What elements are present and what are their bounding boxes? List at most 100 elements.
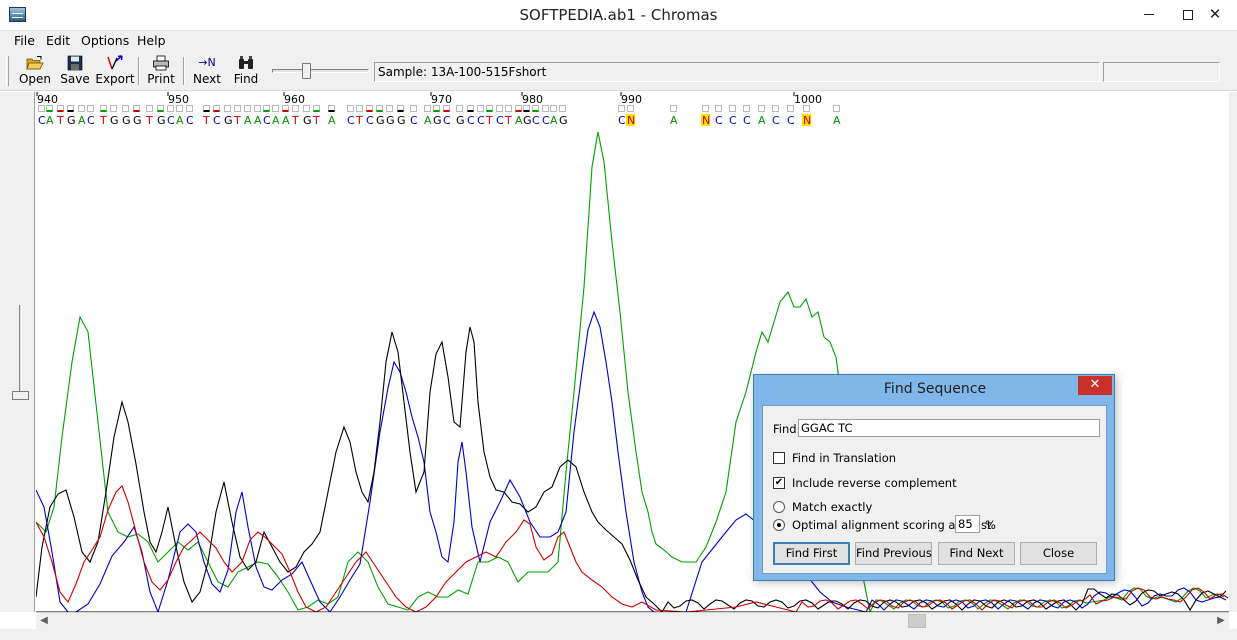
base-call[interactable]: A <box>78 114 86 127</box>
base-call[interactable]: A <box>282 114 290 127</box>
base-call[interactable]: C <box>532 114 540 127</box>
minimize-button[interactable] <box>1126 0 1172 30</box>
next-button[interactable]: →N Next <box>190 53 224 89</box>
base-call[interactable]: T <box>233 114 241 127</box>
base-call[interactable]: T <box>99 114 107 127</box>
base-call[interactable]: G <box>303 114 312 127</box>
include-reverse-complement-checkbox[interactable]: ✔ <box>773 477 785 489</box>
base-call[interactable]: C <box>496 114 504 127</box>
base-call[interactable]: N <box>702 114 710 127</box>
base-call[interactable]: A <box>244 114 252 127</box>
base-call[interactable]: A <box>424 114 432 127</box>
base-call[interactable]: C <box>410 114 418 127</box>
print-label: Print <box>147 72 175 86</box>
menu-edit[interactable]: Edit <box>46 33 71 48</box>
export-button[interactable]: Export <box>95 53 135 89</box>
print-button[interactable]: Print <box>144 53 178 89</box>
base-call[interactable]: C <box>443 114 451 127</box>
base-call[interactable]: A <box>758 114 766 127</box>
close-window-button[interactable]: ✕ <box>1208 5 1222 23</box>
base-call[interactable]: G <box>523 114 532 127</box>
menu-file[interactable]: File <box>14 33 35 48</box>
base-call[interactable]: C <box>366 114 374 127</box>
base-call[interactable]: C <box>347 114 355 127</box>
zoom-slider-thumb[interactable] <box>302 63 311 79</box>
base-call[interactable]: A <box>833 114 841 127</box>
quality-box <box>833 105 840 112</box>
chromas-app-icon[interactable] <box>9 7 26 22</box>
base-call[interactable]: A <box>670 114 678 127</box>
base-call[interactable]: N <box>627 114 635 127</box>
base-call[interactable]: A <box>254 114 262 127</box>
base-call[interactable]: T <box>56 114 64 127</box>
find-previous-button[interactable]: Find Previous <box>855 542 932 565</box>
base-call[interactable]: G <box>157 114 166 127</box>
maximize-button[interactable] <box>1165 0 1211 30</box>
base-call[interactable]: G <box>559 114 568 127</box>
base-call[interactable]: A <box>46 114 54 127</box>
base-call[interactable]: G <box>397 114 406 127</box>
base-call[interactable]: T <box>202 114 210 127</box>
menu-options[interactable]: Options <box>81 33 130 48</box>
base-call[interactable]: A <box>176 114 184 127</box>
base-call[interactable]: C <box>715 114 723 127</box>
match-exactly-radio[interactable] <box>773 501 785 513</box>
base-call[interactable]: T <box>291 114 299 127</box>
base-call[interactable]: G <box>224 114 233 127</box>
base-call[interactable]: T <box>145 114 153 127</box>
base-call[interactable]: G <box>456 114 465 127</box>
base-call[interactable]: A <box>550 114 558 127</box>
base-call[interactable]: T <box>504 114 512 127</box>
base-call[interactable]: T <box>312 114 320 127</box>
quality-box <box>424 105 431 112</box>
base-call[interactable]: C <box>213 114 221 127</box>
base-call[interactable]: C <box>477 114 485 127</box>
zoom-slider-track[interactable] <box>272 69 369 73</box>
vertical-scale-slider-thumb[interactable] <box>12 391 29 400</box>
base-call[interactable]: G <box>133 114 142 127</box>
base-call[interactable]: C <box>87 114 95 127</box>
base-call[interactable]: T <box>485 114 493 127</box>
base-call[interactable]: C <box>772 114 780 127</box>
base-call[interactable]: N <box>803 114 811 127</box>
open-button[interactable]: Open <box>17 53 53 89</box>
base-call[interactable]: C <box>729 114 737 127</box>
find-button[interactable]: Find <box>230 53 262 89</box>
find-in-translation-checkbox[interactable] <box>773 452 785 464</box>
base-call[interactable]: C <box>542 114 550 127</box>
base-call[interactable]: C <box>186 114 194 127</box>
base-call[interactable]: A <box>272 114 280 127</box>
base-call[interactable]: C <box>743 114 751 127</box>
quality-bar <box>313 110 320 112</box>
base-call[interactable]: G <box>376 114 385 127</box>
save-button[interactable]: Save <box>59 53 91 89</box>
base-call[interactable]: C <box>787 114 795 127</box>
optimal-alignment-radio[interactable] <box>773 519 785 531</box>
dialog-close-action-button[interactable]: Close <box>1020 542 1097 565</box>
base-call[interactable]: A <box>328 114 336 127</box>
base-call[interactable]: G <box>122 114 131 127</box>
base-call[interactable]: G <box>67 114 76 127</box>
base-call[interactable]: C <box>618 114 626 127</box>
base-call[interactable]: C <box>38 114 46 127</box>
base-call[interactable]: T <box>355 114 363 127</box>
scroll-right-icon[interactable]: ▶ <box>1217 615 1225 626</box>
base-call[interactable]: C <box>263 114 271 127</box>
base-call[interactable]: A <box>515 114 523 127</box>
base-call[interactable]: G <box>110 114 119 127</box>
dialog-close-button[interactable]: ✕ <box>1078 376 1112 395</box>
base-call[interactable]: G <box>433 114 442 127</box>
base-call[interactable]: C <box>167 114 175 127</box>
vertical-scale-slider-track[interactable] <box>19 305 22 395</box>
scroll-left-icon[interactable]: ◀ <box>40 615 48 626</box>
base-call[interactable]: C <box>467 114 475 127</box>
toolbar-grip[interactable] <box>6 56 9 86</box>
menu-help[interactable]: Help <box>137 33 166 48</box>
find-first-button[interactable]: Find First <box>773 542 850 565</box>
horizontal-scrollbar[interactable]: ◀ ▶ <box>36 612 1229 629</box>
find-next-button[interactable]: Find Next <box>938 542 1015 565</box>
alignment-score-input[interactable]: 85 <box>955 515 980 533</box>
find-sequence-input[interactable]: GGAC TC <box>798 419 1100 437</box>
scrollbar-thumb[interactable] <box>908 614 926 628</box>
base-call[interactable]: G <box>386 114 395 127</box>
